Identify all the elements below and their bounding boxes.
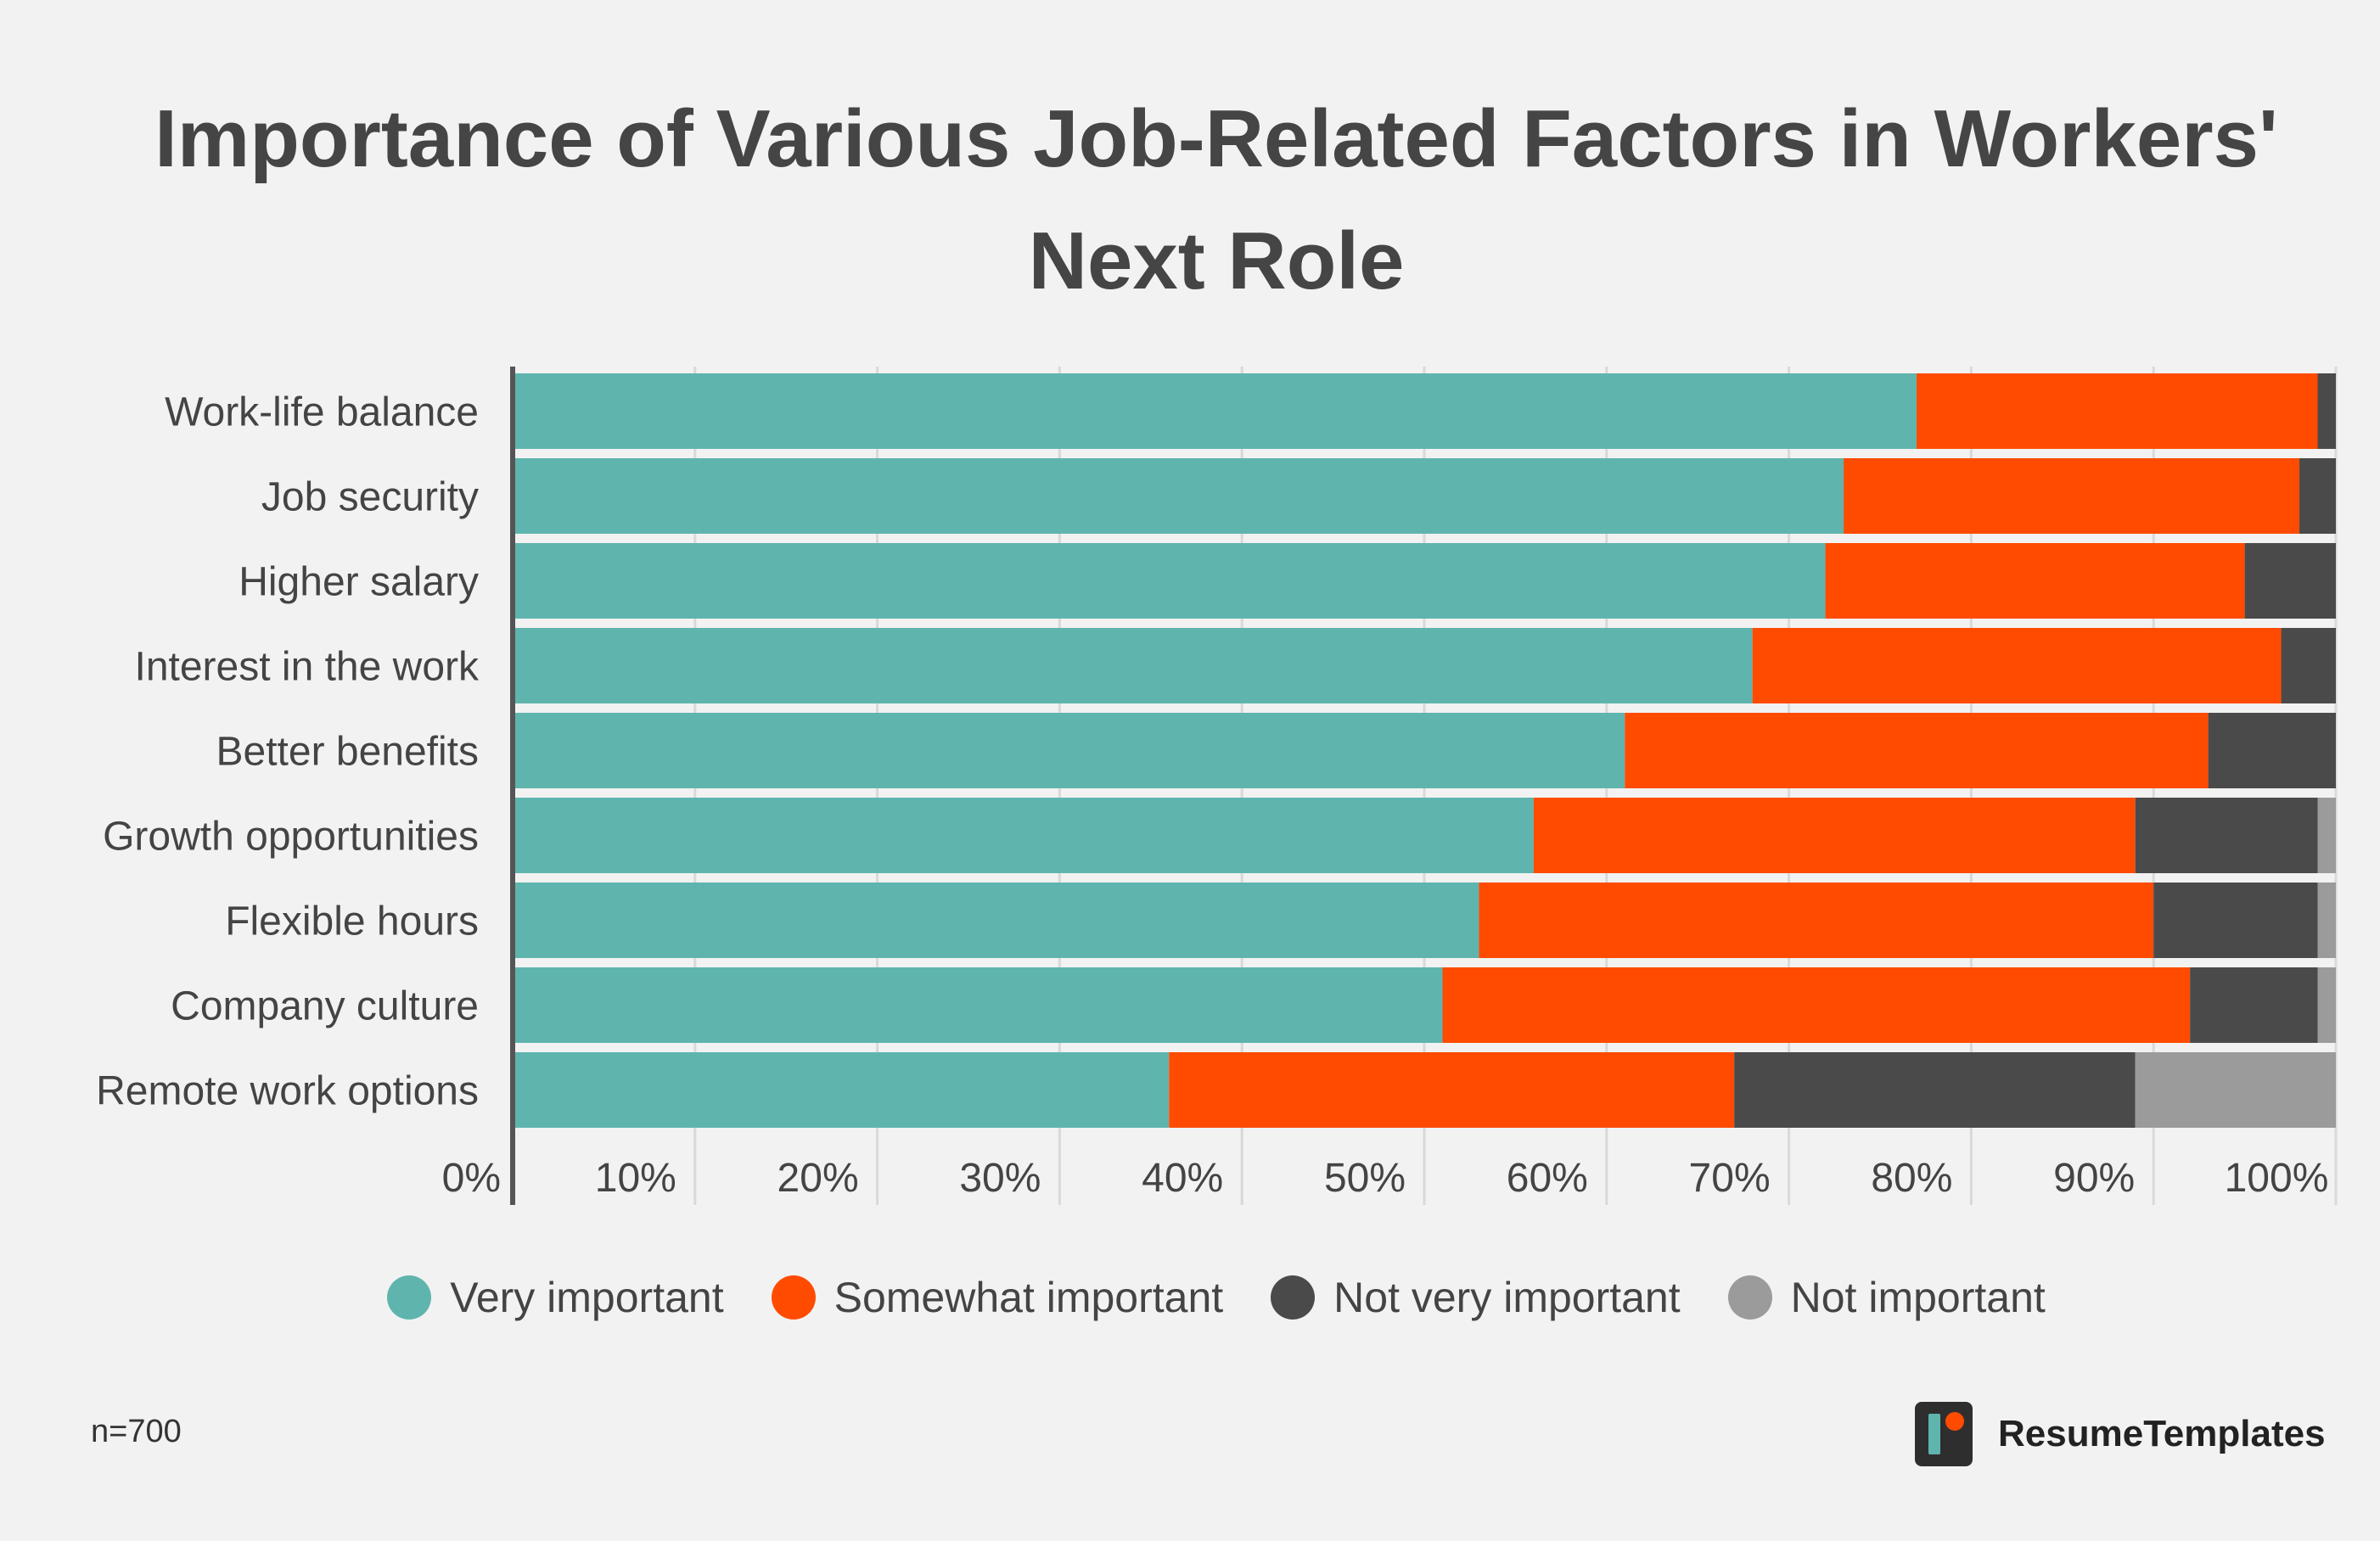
bar-segment bbox=[1479, 883, 2154, 958]
legend-swatch bbox=[1727, 1275, 1772, 1320]
legend-label: Very important bbox=[450, 1274, 724, 1321]
bar-segment bbox=[1625, 713, 2209, 788]
x-tick-label: 60% bbox=[1507, 1156, 1588, 1201]
legend-label: Not very important bbox=[1333, 1274, 1681, 1321]
bar-segment bbox=[513, 543, 1826, 619]
legend-item: Not very important bbox=[1271, 1273, 1681, 1322]
category-label: Job security bbox=[261, 475, 479, 520]
brand-name: ResumeTemplates bbox=[1998, 1413, 2326, 1454]
chart-title-line-1: Importance of Various Job-Related Factor… bbox=[154, 93, 2278, 184]
legend-label: Somewhat important bbox=[834, 1274, 1224, 1321]
x-tick-label: 80% bbox=[1871, 1156, 1952, 1201]
bar-segment bbox=[2299, 458, 2336, 534]
legend-item: Not important bbox=[1727, 1273, 2046, 1322]
category-label: Interest in the work bbox=[134, 645, 480, 690]
bar-segment bbox=[1916, 373, 2318, 449]
bar-segment bbox=[1169, 1052, 1735, 1128]
x-tick-label: 0% bbox=[442, 1156, 501, 1201]
bar-segment bbox=[1752, 628, 2282, 703]
bar-segment bbox=[2208, 713, 2336, 788]
legend-item: Very important bbox=[387, 1273, 724, 1322]
sample-size-note: n=700 bbox=[91, 1414, 182, 1449]
bar-segment bbox=[513, 458, 1844, 534]
x-tick-label: 30% bbox=[959, 1156, 1041, 1201]
bar-segment bbox=[2135, 798, 2318, 873]
category-label: Remote work options bbox=[96, 1069, 479, 1114]
bar-segment bbox=[2281, 628, 2336, 703]
category-label: Higher salary bbox=[239, 560, 479, 605]
legend-item: Somewhat important bbox=[771, 1273, 1224, 1322]
brand: ResumeTemplates bbox=[1915, 1402, 2326, 1466]
category-label: Better benefits bbox=[216, 730, 479, 775]
category-label: Growth opportunities bbox=[103, 815, 479, 860]
x-tick-label: 90% bbox=[2053, 1156, 2135, 1201]
bar-segment bbox=[513, 883, 1479, 958]
bar-segment bbox=[1442, 967, 2191, 1043]
legend-label: Not important bbox=[1790, 1274, 2046, 1321]
bar-segment bbox=[1825, 543, 2245, 619]
category-label: Company culture bbox=[171, 984, 479, 1029]
bar-segment bbox=[2317, 798, 2336, 873]
x-tick-label: 70% bbox=[1689, 1156, 1771, 1201]
bar-segment bbox=[2317, 373, 2336, 449]
bar-segment bbox=[513, 713, 1625, 788]
x-tick-label: 100% bbox=[2225, 1156, 2329, 1201]
category-label: Work-life balance bbox=[165, 390, 479, 435]
bar-segment bbox=[513, 967, 1443, 1043]
legend-swatch bbox=[387, 1275, 432, 1320]
bar-segment bbox=[513, 628, 1753, 703]
category-label: Flexible hours bbox=[225, 899, 479, 944]
bar-segment bbox=[513, 373, 1917, 449]
bar-segment bbox=[1844, 458, 2300, 534]
legend-swatch bbox=[1271, 1275, 1316, 1320]
bar-segment bbox=[513, 1052, 1170, 1128]
x-tick-label: 40% bbox=[1142, 1156, 1223, 1201]
x-tick-label: 20% bbox=[777, 1156, 859, 1201]
bar-segment bbox=[2244, 543, 2336, 619]
x-tick-label: 10% bbox=[595, 1156, 676, 1201]
bar-segment bbox=[2153, 883, 2318, 958]
chart-title: Importance of Various Job-Related Factor… bbox=[0, 78, 2380, 322]
bar-segment bbox=[1533, 798, 2136, 873]
chart-title-line-2: Next Role bbox=[1028, 216, 1405, 306]
resumetemplates-logo-icon bbox=[1915, 1402, 1973, 1466]
x-tick-label: 50% bbox=[1324, 1156, 1406, 1201]
legend-swatch bbox=[771, 1275, 816, 1320]
bar-segment bbox=[2135, 1052, 2336, 1128]
bar-segment bbox=[2317, 883, 2336, 958]
bar-segment bbox=[513, 798, 1534, 873]
bar-segment bbox=[2190, 967, 2318, 1043]
bar-segment bbox=[2317, 967, 2336, 1043]
bar-segment bbox=[1734, 1052, 2136, 1128]
chart-legend: Very important Somewhat important Not very… bbox=[0, 1273, 2380, 1322]
